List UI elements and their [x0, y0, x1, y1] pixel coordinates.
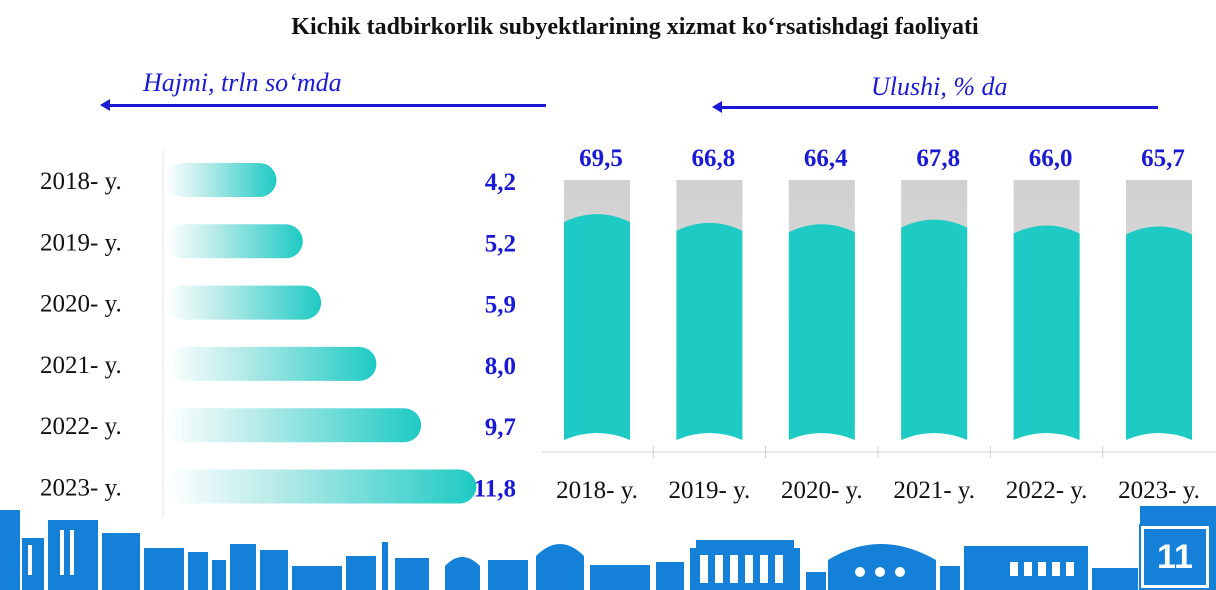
- hbar-value-label: 5,9: [485, 292, 516, 319]
- hbar-category-label: 2018- y.: [40, 168, 122, 195]
- right-axis-label: Ulushi, % da: [871, 72, 1008, 101]
- hbar-bar: [166, 346, 377, 381]
- column-value-label: 67,8: [916, 145, 960, 172]
- hbar-value-label: 8,0: [485, 353, 516, 380]
- column-value-label: 69,5: [579, 145, 623, 172]
- left-arrow-head-icon: [100, 99, 110, 111]
- hbar-bar: [166, 163, 277, 197]
- hbar-category-label: 2022- y.: [40, 413, 122, 440]
- column-category-label: 2023- y.: [1118, 477, 1200, 504]
- column-category-label: 2019- y.: [669, 477, 751, 504]
- column-value-label: 66,8: [692, 145, 736, 172]
- hbar-bar: [166, 224, 303, 259]
- hbar-category-label: 2020- y.: [40, 291, 122, 318]
- column-category-label: 2021- y.: [893, 477, 975, 504]
- column-value-label: 66,0: [1029, 145, 1073, 172]
- column-bar: [901, 219, 968, 440]
- hbar-bar: [166, 469, 477, 504]
- right-arrow-line: [718, 106, 1158, 109]
- column-category-label: 2020- y.: [781, 477, 863, 504]
- hbar-value-label: 5,2: [485, 230, 516, 257]
- column-value-label: 66,4: [804, 145, 848, 172]
- page-number: 11: [1141, 526, 1209, 588]
- column-bar: [564, 214, 630, 440]
- hbar-category-label: 2019- y.: [40, 229, 122, 256]
- column-bar: [676, 222, 743, 440]
- right-arrow-head-icon: [712, 101, 722, 113]
- column-category-label: 2018- y.: [556, 477, 638, 504]
- column-bar: [1126, 226, 1192, 440]
- left-arrow-line: [106, 104, 546, 107]
- column-bar: [1013, 225, 1080, 440]
- hbar-bar: [166, 285, 322, 320]
- column-category-label: 2022- y.: [1006, 477, 1088, 504]
- column-value-label: 65,7: [1141, 145, 1185, 172]
- column-bar: [788, 224, 855, 440]
- hbar-category-label: 2021- y.: [40, 352, 122, 379]
- left-axis-label: Hajmi, trln so‘mda: [143, 68, 342, 97]
- hbar-bar: [166, 408, 422, 443]
- hbar-value-label: 4,2: [485, 169, 516, 196]
- chart-title: Kichik tadbirkorlik subyektlarining xizm…: [291, 14, 979, 40]
- hbar-category-label: 2023- y.: [40, 475, 122, 502]
- hbar-value-label: 11,8: [474, 476, 516, 503]
- hbar-value-label: 9,7: [485, 414, 516, 441]
